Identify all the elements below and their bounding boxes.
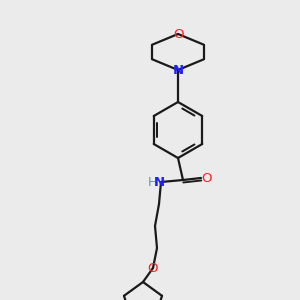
Text: O: O xyxy=(173,28,183,40)
Text: N: N xyxy=(172,64,184,76)
Text: N: N xyxy=(153,176,165,188)
Text: H: H xyxy=(147,176,157,188)
Text: O: O xyxy=(202,172,212,184)
Text: O: O xyxy=(148,262,158,275)
